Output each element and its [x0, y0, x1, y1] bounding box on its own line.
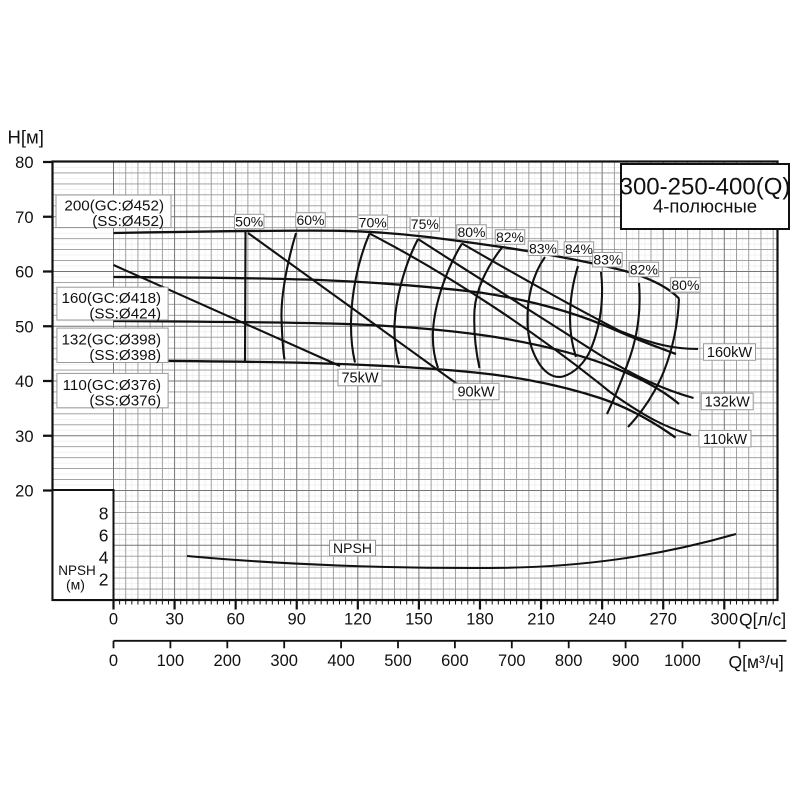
- svg-text:60%: 60%: [296, 212, 324, 228]
- svg-text:240: 240: [588, 611, 616, 629]
- svg-text:50%: 50%: [235, 214, 263, 230]
- svg-text:83%: 83%: [593, 252, 621, 268]
- svg-text:120: 120: [344, 611, 372, 629]
- svg-text:800: 800: [555, 652, 583, 670]
- svg-text:(м): (м): [66, 577, 85, 593]
- svg-text:Q[м³/ч]: Q[м³/ч]: [729, 652, 784, 672]
- svg-text:700: 700: [498, 652, 526, 670]
- svg-text:200: 200: [214, 652, 242, 670]
- svg-text:NPSH: NPSH: [333, 540, 372, 556]
- svg-text:(SS:Ø452): (SS:Ø452): [92, 213, 164, 230]
- svg-text:900: 900: [612, 652, 640, 670]
- svg-text:160kW: 160kW: [707, 345, 752, 361]
- svg-text:30: 30: [165, 611, 183, 629]
- svg-text:210: 210: [527, 611, 555, 629]
- svg-text:1000: 1000: [664, 652, 701, 670]
- svg-text:(SS:Ø376): (SS:Ø376): [89, 393, 161, 410]
- svg-text:4-полюсные: 4-полюсные: [653, 196, 757, 217]
- svg-text:300-250-400(Q): 300-250-400(Q): [620, 174, 791, 201]
- svg-text:400: 400: [327, 652, 355, 670]
- svg-text:82%: 82%: [496, 229, 524, 245]
- svg-text:H[м]: H[м]: [8, 127, 44, 148]
- svg-text:270: 270: [649, 611, 677, 629]
- svg-text:2: 2: [99, 569, 109, 589]
- svg-text:70%: 70%: [359, 214, 387, 230]
- svg-text:132(GC:Ø398): 132(GC:Ø398): [61, 332, 161, 349]
- svg-text:(SS:Ø424): (SS:Ø424): [89, 306, 161, 323]
- svg-text:300: 300: [711, 611, 739, 629]
- svg-text:110(GC:Ø376): 110(GC:Ø376): [63, 377, 161, 394]
- svg-text:90kW: 90kW: [457, 385, 494, 401]
- svg-text:80%: 80%: [671, 277, 699, 293]
- svg-text:20: 20: [15, 483, 33, 501]
- svg-text:0: 0: [109, 652, 118, 670]
- svg-text:110kW: 110kW: [703, 432, 747, 448]
- svg-text:30: 30: [15, 428, 33, 446]
- svg-text:8: 8: [99, 504, 109, 524]
- svg-text:75%: 75%: [411, 216, 439, 232]
- svg-text:60: 60: [15, 264, 33, 282]
- svg-text:50: 50: [15, 318, 33, 336]
- svg-text:75kW: 75kW: [341, 371, 378, 387]
- svg-text:90: 90: [288, 611, 306, 629]
- svg-text:NPSH: NPSH: [58, 563, 96, 578]
- svg-text:(SS:Ø398): (SS:Ø398): [89, 347, 161, 364]
- svg-text:82%: 82%: [630, 261, 658, 277]
- svg-text:6: 6: [99, 526, 109, 546]
- svg-text:300: 300: [270, 652, 298, 670]
- svg-text:4: 4: [99, 547, 109, 567]
- svg-text:40: 40: [15, 373, 33, 391]
- svg-text:Q[л/с]: Q[л/с]: [739, 610, 786, 630]
- svg-text:83%: 83%: [529, 240, 557, 256]
- svg-text:70: 70: [15, 209, 33, 227]
- svg-text:100: 100: [157, 652, 185, 670]
- svg-text:0: 0: [109, 611, 118, 629]
- svg-text:60: 60: [226, 611, 244, 629]
- svg-text:132kW: 132kW: [705, 395, 750, 411]
- svg-text:150: 150: [405, 611, 433, 629]
- svg-text:500: 500: [384, 652, 412, 670]
- svg-text:160(GC:Ø418): 160(GC:Ø418): [61, 290, 161, 307]
- svg-text:84%: 84%: [565, 241, 593, 257]
- svg-text:80: 80: [15, 154, 33, 172]
- svg-text:600: 600: [441, 652, 469, 670]
- svg-text:80%: 80%: [457, 224, 485, 240]
- svg-text:200(GC:Ø452): 200(GC:Ø452): [64, 197, 164, 214]
- svg-text:180: 180: [466, 611, 494, 629]
